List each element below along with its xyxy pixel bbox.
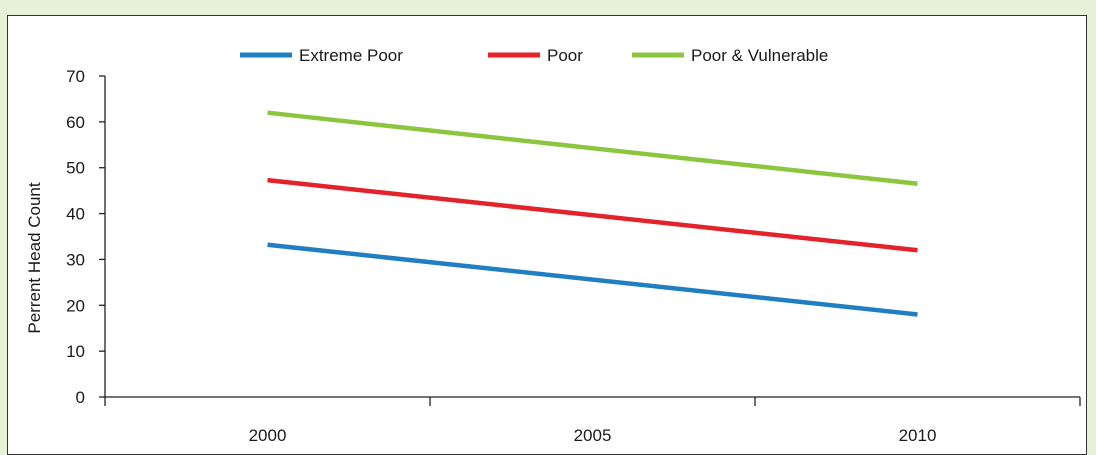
y-tick-label: 50 — [66, 159, 85, 178]
y-tick-label: 20 — [66, 296, 85, 315]
y-tick-label: 60 — [66, 113, 85, 132]
x-tick-label: 2005 — [574, 426, 612, 444]
series-line-extreme-poor — [267, 242, 918, 317]
x-tick-labels: 2000 2005 2010 — [249, 426, 937, 444]
line-chart: 0 10 20 30 40 50 60 70 2000 2005 2010 Extreme Poo… — [25, 46, 1081, 444]
legend-label: Poor — [547, 46, 583, 65]
y-tick-label: 40 — [66, 205, 85, 224]
x-tick-label: 2010 — [899, 426, 937, 444]
series-line-poor — [267, 177, 918, 253]
axes — [99, 75, 1081, 406]
y-tick-label: 30 — [66, 250, 85, 269]
chart-frame — [7, 15, 1087, 455]
y-tick-label: 10 — [66, 342, 85, 361]
y-axis-label: Perrent Head Count — [25, 182, 44, 333]
series-line-poor-vulnerable — [267, 110, 918, 187]
y-tick-labels: 0 10 20 30 40 50 60 70 — [66, 67, 85, 407]
y-tick-label: 0 — [76, 388, 85, 407]
legend-label: Poor & Vulnerable — [691, 46, 828, 65]
legend: Extreme Poor Poor Poor & Vulnerable — [240, 46, 828, 65]
legend-label: Extreme Poor — [299, 46, 403, 65]
x-tick-label: 2000 — [249, 426, 287, 444]
y-tick-label: 70 — [66, 67, 85, 86]
series-lines — [267, 110, 918, 317]
